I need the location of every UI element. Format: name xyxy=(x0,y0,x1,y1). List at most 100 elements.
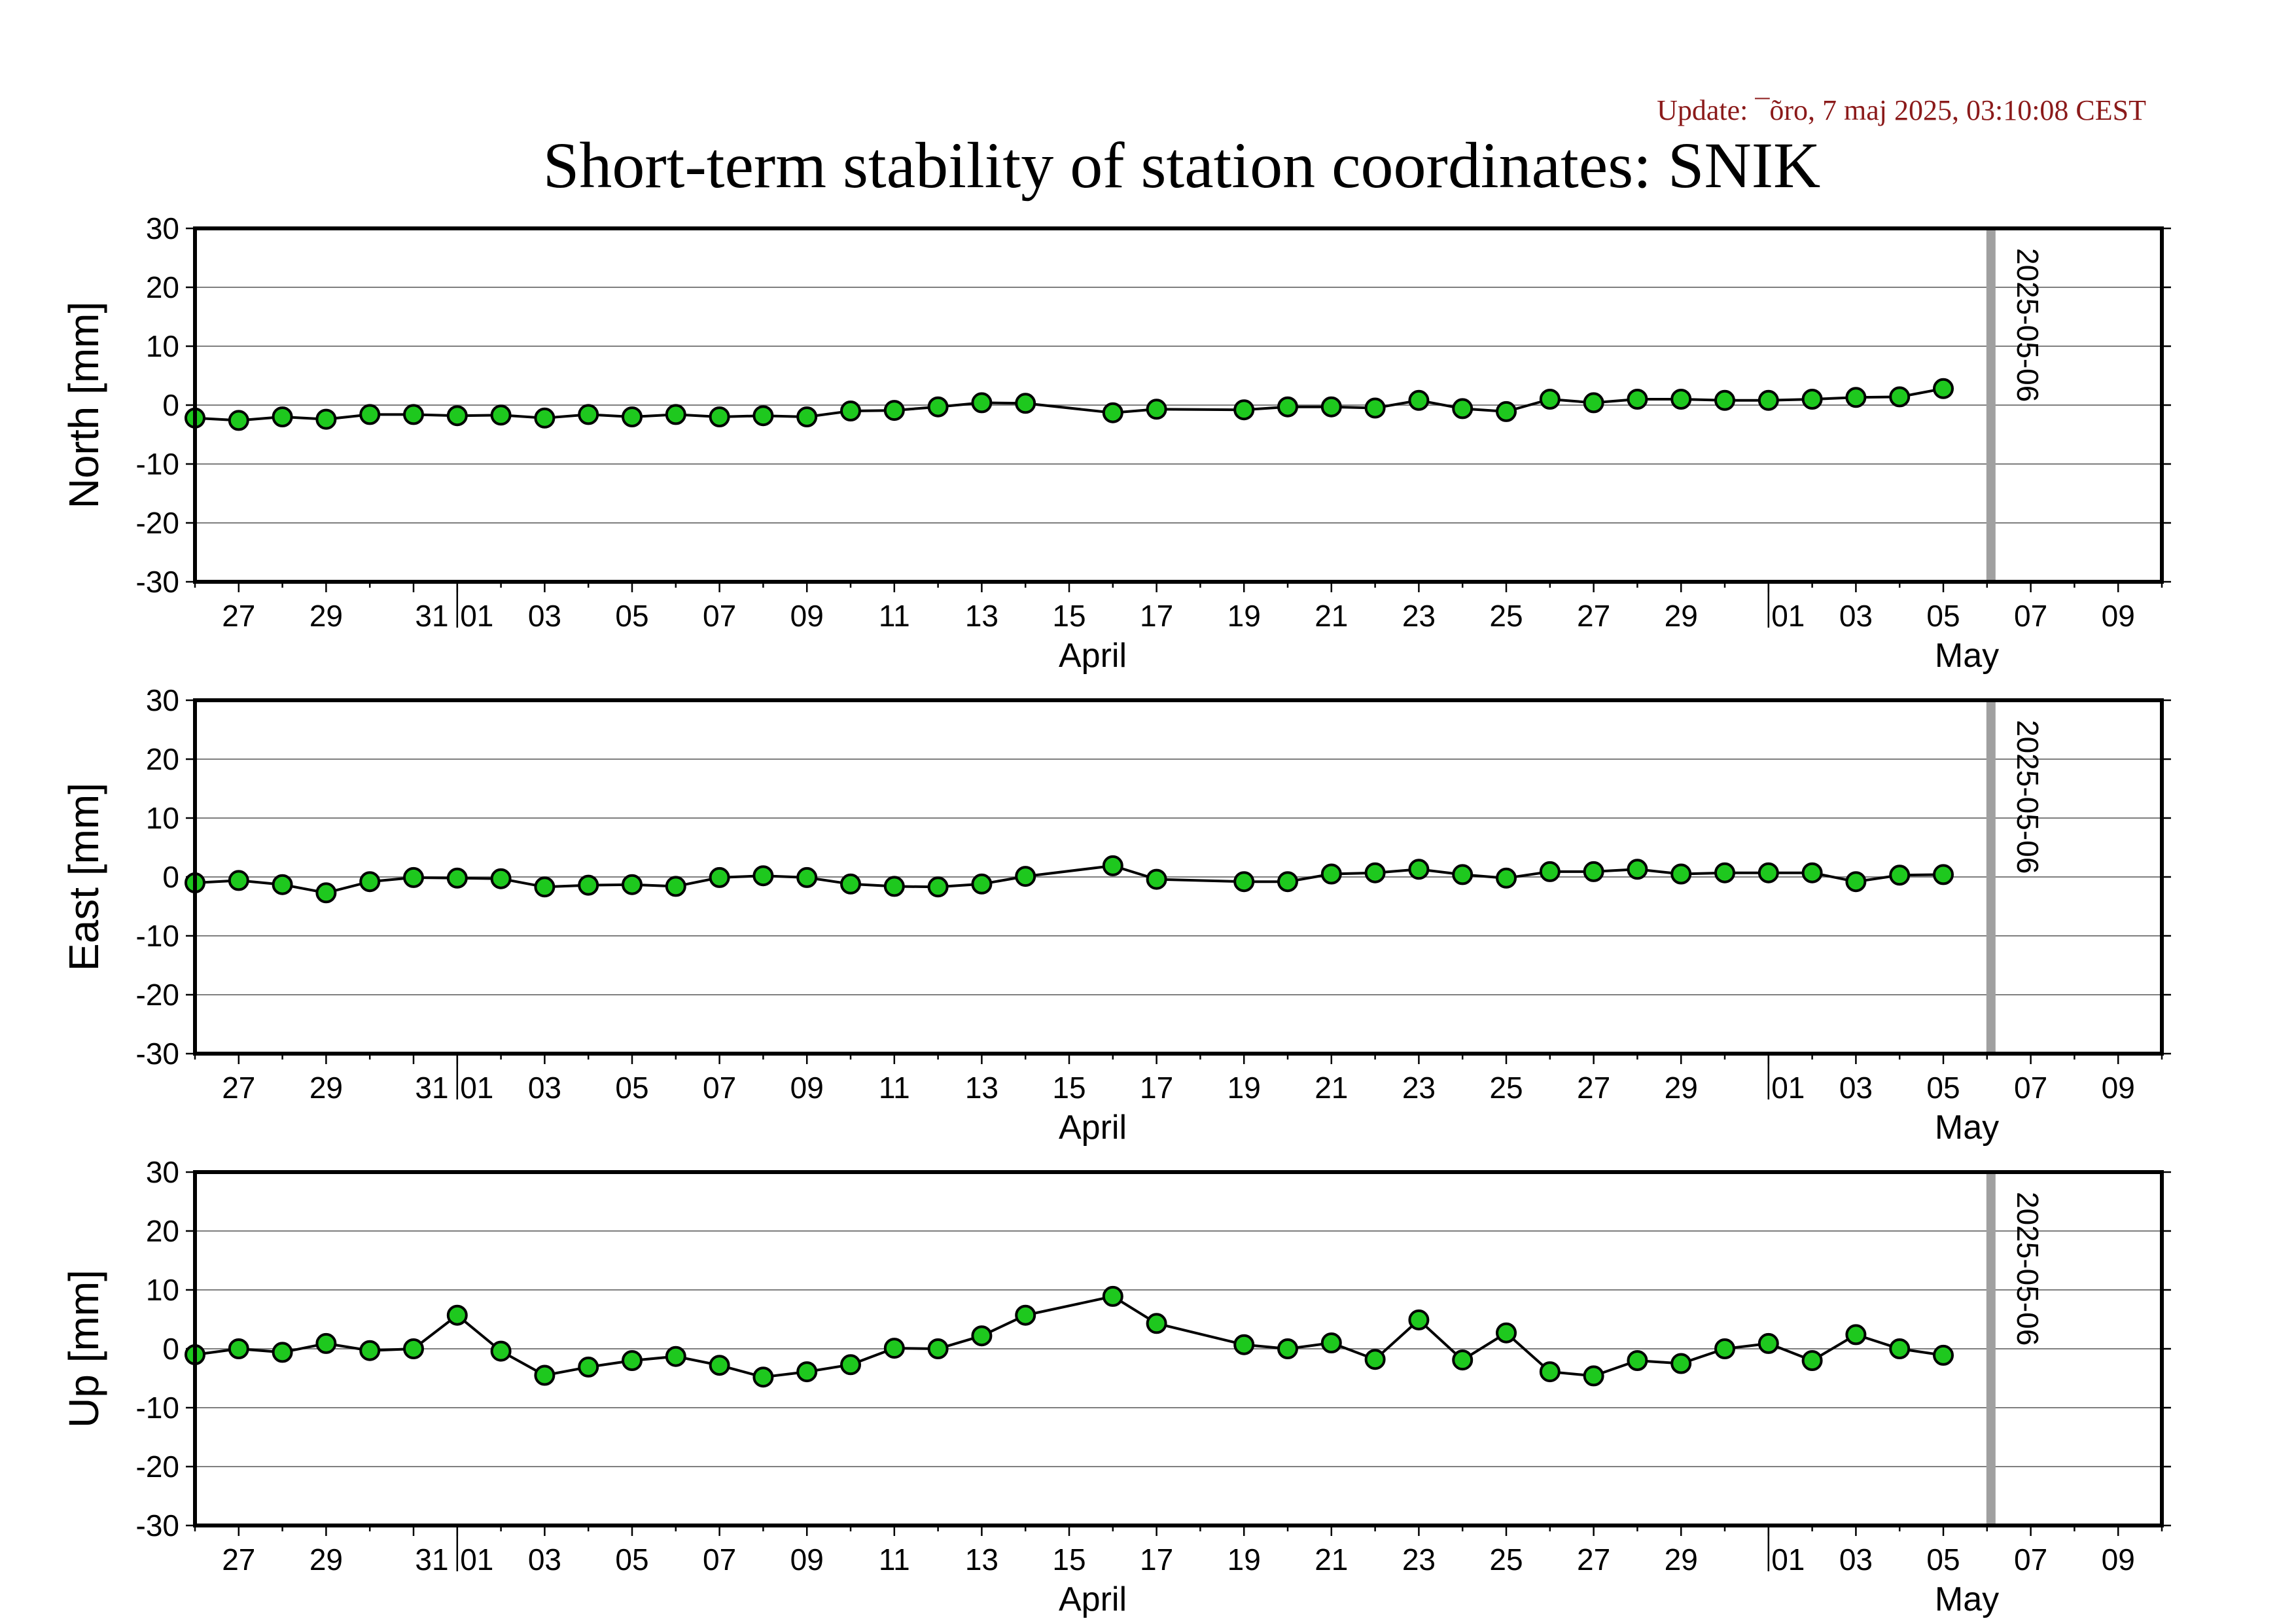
data-point xyxy=(1452,398,1474,419)
data-point xyxy=(1583,861,1604,882)
y-tick-label: 20 xyxy=(146,1214,179,1248)
x-tick-label: 09 xyxy=(2102,1543,2135,1577)
data-point xyxy=(709,1355,730,1376)
y-tick-label: -30 xyxy=(136,1508,179,1543)
data-point xyxy=(1408,859,1430,880)
x-tick-label: 07 xyxy=(2014,1071,2047,1105)
data-point xyxy=(359,871,381,893)
x-tick-label: 29 xyxy=(309,1071,343,1105)
data-point xyxy=(1627,389,1648,410)
x-tick-label: 19 xyxy=(1227,1543,1261,1577)
data-point xyxy=(1015,1304,1036,1326)
data-point xyxy=(1146,1313,1167,1334)
data-point xyxy=(752,865,774,887)
y-tick-label: 20 xyxy=(146,742,179,776)
data-point xyxy=(490,404,512,426)
y-tick-label: -30 xyxy=(136,1037,179,1071)
x-tick-label: 15 xyxy=(1052,599,1086,633)
y-tick-label: 10 xyxy=(146,801,179,835)
data-point xyxy=(752,405,774,427)
y-tick-label: -20 xyxy=(136,978,179,1012)
x-tick-label: 15 xyxy=(1052,1071,1086,1105)
y-tick-label: 0 xyxy=(162,1332,179,1366)
data-point xyxy=(534,876,556,898)
x-tick-label: 31 xyxy=(415,599,448,633)
data-point xyxy=(1583,392,1604,414)
y-tick-label: 0 xyxy=(162,860,179,894)
x-tick-label: 05 xyxy=(615,599,648,633)
data-point xyxy=(1627,1350,1648,1371)
data-point xyxy=(1496,867,1517,889)
data-point xyxy=(359,404,381,425)
x-tick-label: 07 xyxy=(703,1071,736,1105)
y-tick-label: 30 xyxy=(146,1155,179,1189)
data-point xyxy=(1146,868,1167,890)
data-point xyxy=(1801,862,1823,883)
x-tick-label: 01 xyxy=(460,1071,493,1105)
x-tick-label: 09 xyxy=(790,599,824,633)
x-tick-label: 07 xyxy=(703,1543,736,1577)
data-point xyxy=(1933,378,1954,399)
x-tick-label: 05 xyxy=(1926,599,1960,633)
x-tick-label: 31 xyxy=(415,1543,448,1577)
x-tick-label: 09 xyxy=(790,1071,824,1105)
data-point xyxy=(272,1342,293,1363)
data-point xyxy=(752,1366,774,1388)
data-point xyxy=(1933,864,1954,885)
x-tick-label: 17 xyxy=(1140,1071,1173,1105)
data-point xyxy=(1320,396,1342,418)
x-tick-label: 23 xyxy=(1402,1071,1436,1105)
data-point xyxy=(971,392,993,414)
x-tick-label: 13 xyxy=(965,1543,998,1577)
x-tick-label: 29 xyxy=(309,1543,343,1577)
data-point xyxy=(446,1304,468,1326)
y-tick-label: 10 xyxy=(146,1273,179,1307)
data-point xyxy=(1845,1324,1867,1346)
x-tick-label: 07 xyxy=(703,599,736,633)
x-tick-label: 27 xyxy=(1577,599,1610,633)
data-point xyxy=(796,1361,818,1383)
month-label: May xyxy=(1935,637,1999,675)
x-tick-label: 17 xyxy=(1140,1543,1173,1577)
y-tick-label: -20 xyxy=(136,506,179,540)
date-marker-label: 2025-05-06 xyxy=(2011,720,2045,874)
data-point xyxy=(622,1350,643,1371)
data-point xyxy=(490,1340,512,1362)
data-point xyxy=(1233,399,1255,421)
chart-title: Short-term stability of station coordina… xyxy=(543,129,1821,202)
y-tick-label: -10 xyxy=(136,447,179,481)
data-point xyxy=(1364,862,1386,883)
x-tick-label: 19 xyxy=(1227,1071,1261,1105)
data-point xyxy=(1364,397,1386,419)
plot-frame xyxy=(193,226,2164,584)
x-tick-label: 13 xyxy=(965,599,998,633)
data-point xyxy=(1408,389,1430,411)
x-tick-label: 29 xyxy=(1665,1071,1698,1105)
data-point xyxy=(1845,387,1867,408)
x-tick-label: 27 xyxy=(1577,1543,1610,1577)
x-tick-label: 01 xyxy=(460,1543,493,1577)
x-tick-label: 01 xyxy=(1771,1543,1805,1577)
data-point xyxy=(796,406,818,427)
x-tick-label: 21 xyxy=(1315,599,1348,633)
data-point xyxy=(665,1346,686,1367)
x-tick-label: 23 xyxy=(1402,599,1436,633)
y-tick-label: 20 xyxy=(146,270,179,304)
x-tick-label: 05 xyxy=(1926,1543,1960,1577)
x-tick-label: 09 xyxy=(2102,599,2135,633)
x-tick-label: 03 xyxy=(1839,599,1873,633)
data-point xyxy=(1408,1309,1430,1330)
x-tick-label: 27 xyxy=(222,1071,255,1105)
y-tick-label: -10 xyxy=(136,1391,179,1425)
x-tick-label: 29 xyxy=(1665,1543,1698,1577)
date-marker-label: 2025-05-06 xyxy=(2011,248,2045,402)
x-tick-label: 29 xyxy=(1665,599,1698,633)
data-point xyxy=(1320,863,1342,885)
data-point xyxy=(665,876,686,897)
data-point xyxy=(1539,389,1561,410)
data-point xyxy=(228,410,249,431)
data-point xyxy=(709,866,730,888)
data-point xyxy=(1933,1344,1954,1366)
data-point xyxy=(359,1340,381,1361)
